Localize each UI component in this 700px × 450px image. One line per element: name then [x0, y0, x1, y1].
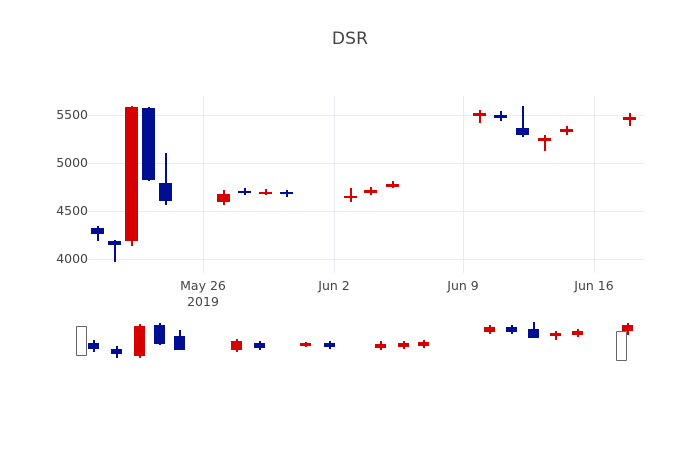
range-end-handle[interactable]	[616, 331, 627, 361]
gridline-vertical	[334, 96, 335, 273]
range-slider-body	[324, 343, 335, 347]
range-slider-track[interactable]	[86, 318, 644, 370]
y-axis-tick-label: 4000	[56, 250, 88, 266]
gridline-horizontal	[86, 258, 644, 260]
range-slider-body	[398, 343, 409, 347]
range-slider-body	[418, 342, 429, 346]
range-slider-body	[506, 327, 517, 332]
x-axis-tick-label-line: May 26	[180, 278, 226, 293]
gridline-vertical	[594, 96, 595, 273]
x-axis-tick-label: Jun 16	[544, 278, 644, 294]
range-slider[interactable]	[76, 318, 644, 370]
range-slider-body	[622, 325, 633, 331]
candlestick-body	[142, 108, 155, 181]
candlestick-body	[364, 189, 377, 193]
gridline-vertical	[463, 96, 464, 273]
candlestick-wick	[478, 110, 481, 123]
range-slider-body	[375, 344, 386, 348]
candlestick-body	[259, 191, 272, 195]
x-axis-tick-label-line: Jun 16	[574, 278, 614, 293]
gridline-vertical	[203, 96, 204, 273]
candlestick-body	[538, 138, 551, 141]
candlestick-wick	[113, 239, 116, 263]
candlestick-body	[217, 193, 230, 203]
y-axis-tick-label: 5500	[56, 107, 88, 123]
range-start-handle[interactable]	[76, 326, 87, 356]
candlestick-body	[108, 241, 121, 246]
candlestick-body	[125, 107, 138, 242]
candlestick-wick	[349, 187, 352, 203]
candlestick-body	[623, 117, 636, 120]
x-axis-tick-label: May 26 2019	[153, 278, 253, 310]
candlestick-wick	[164, 153, 167, 206]
candlestick-wick	[543, 135, 546, 152]
range-slider-body	[550, 333, 561, 336]
y-axis-tick-label: 5000	[56, 154, 88, 170]
x-axis-tick-label-line: Jun 9	[447, 278, 479, 293]
candlestick-body	[473, 113, 486, 116]
x-axis-tick-label-line: 2019	[187, 294, 219, 309]
candlestick-body	[91, 228, 104, 234]
main-plot-area	[86, 96, 644, 273]
x-axis-tick-label-line: Jun 2	[318, 278, 350, 293]
range-slider-body	[134, 326, 145, 356]
range-slider-body	[254, 343, 265, 348]
candlestick-body	[280, 191, 293, 195]
range-slider-body	[174, 336, 185, 350]
candlestick-body	[560, 128, 573, 133]
range-slider-body	[528, 329, 539, 338]
candlestick-body	[344, 195, 357, 198]
candlestick-wick	[521, 105, 524, 138]
range-slider-body	[300, 343, 311, 346]
candlestick-body	[494, 115, 507, 118]
gridline-horizontal	[86, 162, 644, 164]
gridline-horizontal	[86, 210, 644, 212]
x-axis-tick-label: Jun 9	[413, 278, 513, 294]
page-title: DSR	[331, 29, 369, 49]
candlestick-body	[516, 127, 529, 136]
range-slider-body	[154, 325, 165, 344]
candlestick-body	[159, 183, 172, 202]
candlestick-body	[386, 184, 399, 187]
range-slider-body	[231, 341, 242, 350]
candlestick-body	[238, 190, 251, 194]
gridline-horizontal	[86, 115, 644, 117]
range-slider-body	[111, 349, 122, 354]
x-axis-tick-label: Jun 2	[284, 278, 384, 294]
range-slider-body	[484, 327, 495, 332]
y-axis-tick-label: 4500	[56, 202, 88, 218]
range-slider-body	[572, 331, 583, 335]
range-slider-body	[88, 343, 99, 349]
